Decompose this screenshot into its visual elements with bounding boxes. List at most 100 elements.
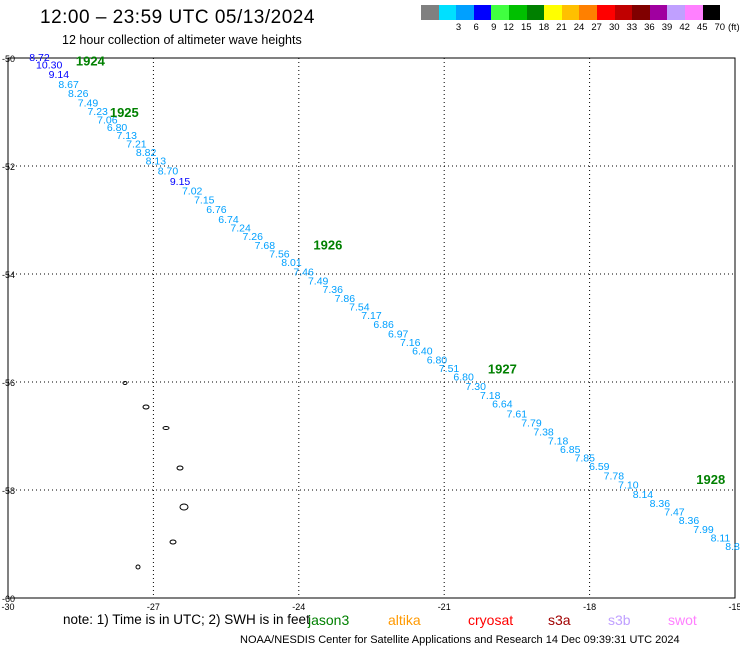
lat-tick-label: -54 [2,270,15,280]
wave-height-value: 6.40 [412,346,433,358]
legend-label: 12 [503,22,514,33]
legend-label: 9 [491,22,497,33]
island-outline [169,539,177,545]
wave-height-value: 7.56 [269,248,290,260]
hour-label: 1924 [76,54,106,69]
legend-label: 3 [455,22,462,33]
satellite-name: jason3 [308,612,350,628]
wave-height-value: 8.36 [679,515,700,527]
satellite-name: altika [388,612,421,628]
legend-label: 30 [608,22,620,33]
lat-tick-label: -58 [2,486,15,496]
legend-swatch: 36 [632,5,655,33]
island-outline [122,381,128,385]
hour-label: 1928 [696,472,725,487]
legend-swatch: 27 [579,5,602,33]
legend-label: 24 [573,22,585,33]
map-subtitle: 12 hour collection of altimeter wave hei… [62,33,302,47]
wave-height-value: 7.38 [533,427,554,439]
wave-height-value: 10.30 [36,59,62,71]
wave-height-value: 7.79 [521,418,542,430]
footer-credit: NOAA/NESDIS Center for Satellite Applica… [240,634,680,646]
wave-height-value: 7.49 [78,97,99,109]
wave-height-value: 6.80 [453,372,474,384]
legend-swatch: 3 [438,5,461,33]
wave-height-value: 7.54 [349,301,370,313]
legend-swatch: 45 [684,5,708,33]
map-title: 12:00 – 23:59 UTC 05/13/2024 [40,7,315,28]
legend-swatch: 21 [544,5,567,33]
map-frame [7,57,736,599]
hour-label: 1927 [488,362,517,377]
wave-height-value: 8.82 [136,147,157,159]
wave-height-value: 6.74 [218,214,239,226]
wave-height-value: 7.61 [507,408,528,420]
wave-height-value: 7.78 [604,470,625,482]
wave-height-value: 7.23 [87,106,108,118]
island-outline [176,465,184,471]
wave-height-value: 8.14 [633,489,654,501]
wave-height-value: 7.36 [323,284,344,296]
legend-swatch: 18 [526,5,549,33]
legend-swatch: 24 [561,5,584,33]
wave-height-value: 7.10 [618,480,639,492]
wave-height-value: 7.30 [465,381,486,393]
legend-swatch: 39 [649,5,672,33]
wave-height-value: 7.26 [243,231,264,243]
legend-swatch [421,5,439,20]
legend-swatch: 6 [456,5,479,33]
lon-tick-label: -18 [583,602,596,612]
legend-label: 6 [473,22,479,33]
hour-label: 1926 [313,237,342,252]
lon-tick-label: -30 [1,602,14,612]
island-outline [162,426,170,430]
wave-height-value: 6.80 [427,354,448,366]
lon-tick-label: -21 [438,602,451,612]
wave-height-value: 7.24 [230,223,251,235]
wave-height-value: 8.13 [146,156,167,168]
satellite-name: s3a [548,612,571,628]
wave-height-value: 7.85 [575,453,596,465]
wave-height-value: 7.06 [97,115,118,127]
wave-height-value: 7.68 [255,240,276,252]
legend-label: 15 [520,22,532,33]
satellite-name: swot [668,612,697,628]
lon-tick-label: -24 [292,602,305,612]
legend-swatch: 12 [491,5,514,33]
wave-height-value: 7.49 [308,275,329,287]
wave-height-value: 6.80 [107,122,128,134]
wave-height-value: 8.70 [158,165,179,177]
wave-height-value: 8.36 [650,498,671,510]
wave-height-value: 9.14 [49,69,70,81]
wave-height-value: 7.02 [182,185,203,197]
satellite-name: s3b [608,612,631,628]
wave-height-value: 8.8 [725,541,740,553]
legend-label: 70 [714,22,726,33]
lat-tick-label: -56 [2,378,15,388]
island-outline [179,503,189,511]
wave-height-value: 8.26 [68,88,89,100]
legend-unit: (ft) [728,22,740,33]
wave-height-value: 9.15 [170,176,191,188]
island-outline [142,404,150,410]
legend-label: 33 [626,22,638,33]
wave-height-value: 7.15 [194,194,215,206]
wave-height-value: 6.59 [589,461,610,473]
wave-height-value: 6.64 [492,399,513,411]
wave-height-value: 6.97 [388,328,409,340]
footer-note: note: 1) Time is in UTC; 2) SWH is in fe… [63,612,310,627]
wave-height-value: 7.86 [335,293,356,305]
legend-swatch: 70 [702,5,725,33]
wave-height-value: 6.86 [373,319,394,331]
wave-height-value: 7.17 [361,310,382,322]
legend-label: 39 [661,22,673,33]
wave-height-value: 7.13 [117,130,138,142]
wave-height-value: 7.21 [126,138,147,150]
satellite-name: cryosat [468,612,514,628]
island-outline [135,564,141,570]
wave-height-value: 7.99 [693,524,714,536]
wave-height-value: 7.18 [480,390,501,402]
wave-height-value: 8.72 [29,52,50,64]
wave-height-value: 7.18 [548,435,569,447]
legend-swatch: 42 [667,5,690,33]
